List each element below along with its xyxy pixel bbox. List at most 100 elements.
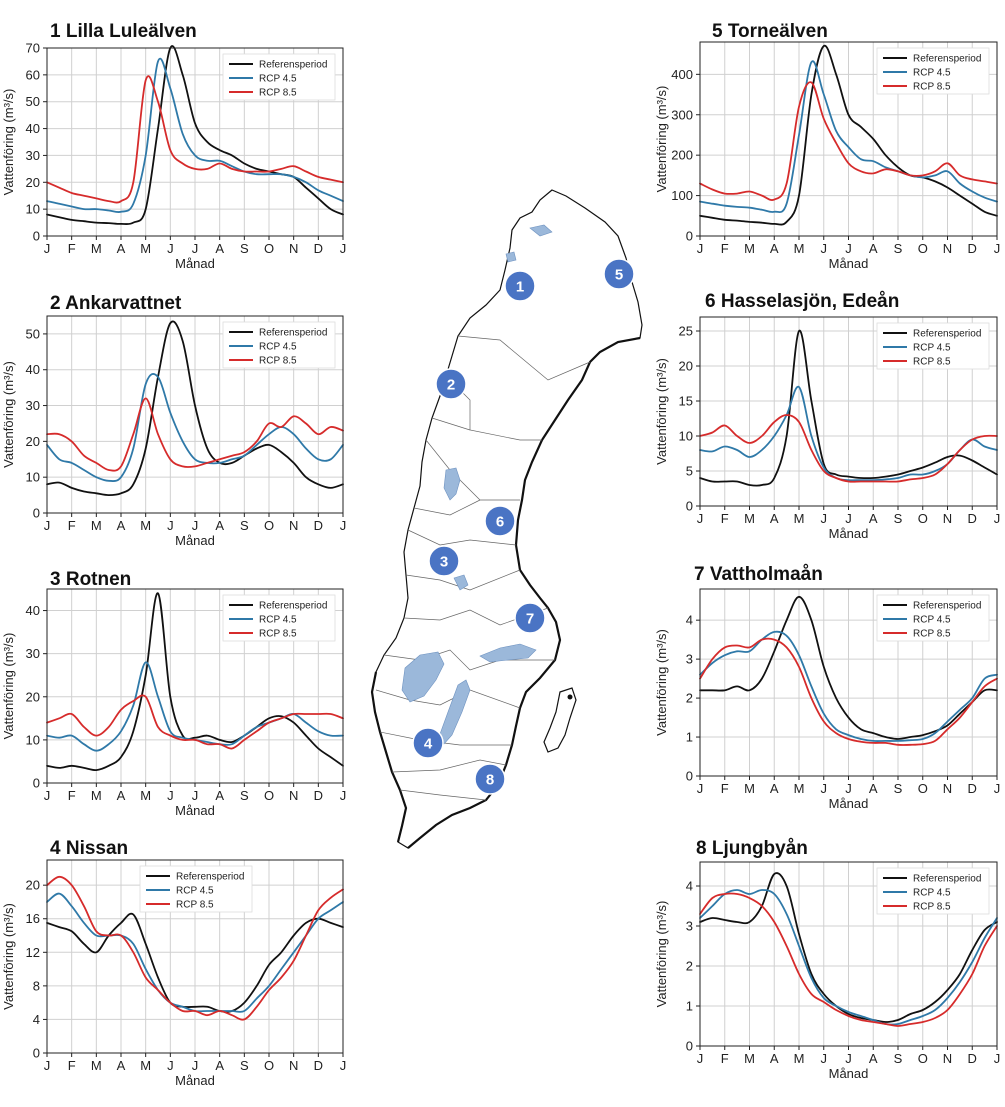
- svg-text:7: 7: [526, 611, 534, 628]
- x-tick-label: D: [314, 518, 323, 533]
- svg-text:4: 4: [424, 736, 433, 753]
- northern-lake: [529, 224, 553, 237]
- x-tick-label: J: [845, 781, 852, 796]
- legend: Referensperiod RCP 4.5 RCP 8.5: [222, 321, 336, 369]
- legend-label: Referensperiod: [913, 54, 981, 65]
- y-tick-label: 4: [686, 879, 693, 894]
- svg-text:8: 8: [486, 772, 494, 789]
- x-tick-label: D: [314, 788, 323, 803]
- legend-label: RCP 4.5: [913, 615, 951, 626]
- y-tick-label: 70: [26, 41, 40, 56]
- legend: Referensperiod RCP 4.5 RCP 8.5: [139, 865, 253, 913]
- legend-label: RCP 8.5: [913, 357, 951, 368]
- chart-title: 5 Torneälven: [712, 21, 828, 42]
- x-tick-label: D: [968, 781, 977, 796]
- x-tick-label: J: [192, 518, 199, 533]
- x-tick-label: D: [314, 1058, 323, 1073]
- x-tick-label: J: [994, 1051, 1001, 1066]
- x-tick-label: A: [770, 781, 779, 796]
- y-axis-label: Vattenföring (m³/s): [1, 89, 16, 196]
- y-tick-label: 1: [686, 999, 693, 1014]
- y-tick-label: 15: [679, 394, 693, 409]
- x-tick-label: O: [264, 1058, 274, 1073]
- series-line-rcp-8-5: [46, 75, 344, 204]
- x-tick-label: O: [264, 241, 274, 256]
- x-tick-label: A: [869, 781, 878, 796]
- legend-label: RCP 8.5: [913, 902, 951, 913]
- x-tick-label: M: [140, 1058, 151, 1073]
- y-tick-label: 1: [686, 730, 693, 745]
- y-tick-label: 10: [26, 202, 40, 217]
- x-axis-label: Månad: [829, 1066, 869, 1081]
- x-tick-label: J: [994, 781, 1001, 796]
- legend-label: RCP 4.5: [176, 886, 214, 897]
- y-tick-label: 20: [26, 689, 40, 704]
- x-axis-label: Månad: [175, 533, 215, 548]
- svg-text:6: 6: [496, 514, 504, 531]
- x-axis-label: Månad: [175, 1073, 215, 1088]
- y-axis-label: Vattenföring (m³/s): [1, 903, 16, 1010]
- west-coastline: [370, 671, 408, 843]
- x-tick-label: J: [821, 781, 828, 796]
- x-tick-label: M: [744, 511, 755, 526]
- series-line-rcp-8-5: [699, 637, 998, 746]
- y-tick-label: 0: [33, 1046, 40, 1061]
- plot-frame: [699, 588, 998, 777]
- x-tick-label: D: [968, 511, 977, 526]
- x-tick-label: S: [240, 788, 249, 803]
- x-tick-label: M: [91, 788, 102, 803]
- series-line-rcp-8-5: [46, 694, 344, 750]
- legend: Referensperiod RCP 4.5 RCP 8.5: [222, 594, 336, 642]
- x-tick-label: J: [167, 788, 174, 803]
- y-tick-label: 5: [686, 464, 693, 479]
- x-tick-label: M: [794, 781, 805, 796]
- x-tick-label: A: [869, 241, 878, 256]
- series-line-rcp-4-5: [46, 373, 344, 482]
- sweden-map: 1 2 3 4 5 6 7 8: [370, 189, 643, 849]
- map-marker-7: 7: [514, 602, 546, 634]
- x-tick-label: J: [192, 788, 199, 803]
- vanern-lake: [401, 651, 445, 703]
- series-line-referensperiod: [699, 872, 998, 1023]
- legend: Referensperiod RCP 4.5 RCP 8.5: [876, 594, 990, 642]
- series-line-referensperiod: [699, 44, 998, 226]
- x-tick-label: J: [340, 518, 347, 533]
- x-tick-label: F: [68, 241, 76, 256]
- legend-label: Referensperiod: [176, 872, 244, 883]
- svg-text:5: 5: [615, 267, 623, 284]
- x-tick-label: M: [91, 241, 102, 256]
- chart-title: 1 Lilla Luleälven: [50, 21, 197, 42]
- x-tick-label: O: [264, 518, 274, 533]
- y-tick-label: 12: [26, 945, 40, 960]
- x-tick-label: J: [44, 788, 51, 803]
- x-tick-label: J: [697, 1051, 704, 1066]
- y-tick-label: 2: [686, 959, 693, 974]
- x-tick-label: D: [314, 241, 323, 256]
- y-tick-label: 3: [686, 919, 693, 934]
- vattern-lake: [439, 679, 471, 745]
- plot-frame: [699, 41, 998, 237]
- y-axis-label: Vattenföring (m³/s): [654, 901, 669, 1008]
- x-tick-label: S: [894, 781, 903, 796]
- y-tick-label: 30: [26, 148, 40, 163]
- x-tick-label: J: [821, 1051, 828, 1066]
- y-tick-label: 50: [26, 326, 40, 341]
- x-tick-label: J: [44, 1058, 51, 1073]
- y-tick-label: 20: [26, 175, 40, 190]
- x-tick-label: F: [68, 1058, 76, 1073]
- x-tick-label: D: [968, 1051, 977, 1066]
- legend-label: Referensperiod: [259, 328, 327, 339]
- legend-label: Referensperiod: [259, 601, 327, 612]
- y-tick-label: 0: [33, 506, 40, 521]
- x-tick-label: J: [44, 241, 51, 256]
- x-tick-label: F: [721, 241, 729, 256]
- x-tick-label: N: [943, 1051, 952, 1066]
- y-tick-label: 30: [26, 398, 40, 413]
- series-line-referensperiod: [46, 592, 344, 772]
- y-axis-label: Vattenföring (m³/s): [1, 361, 16, 468]
- x-axis-label: Månad: [829, 796, 869, 811]
- x-axis-label: Månad: [829, 256, 869, 271]
- x-tick-label: O: [264, 788, 274, 803]
- x-tick-label: J: [44, 518, 51, 533]
- series-line-rcp-8-5: [699, 81, 998, 201]
